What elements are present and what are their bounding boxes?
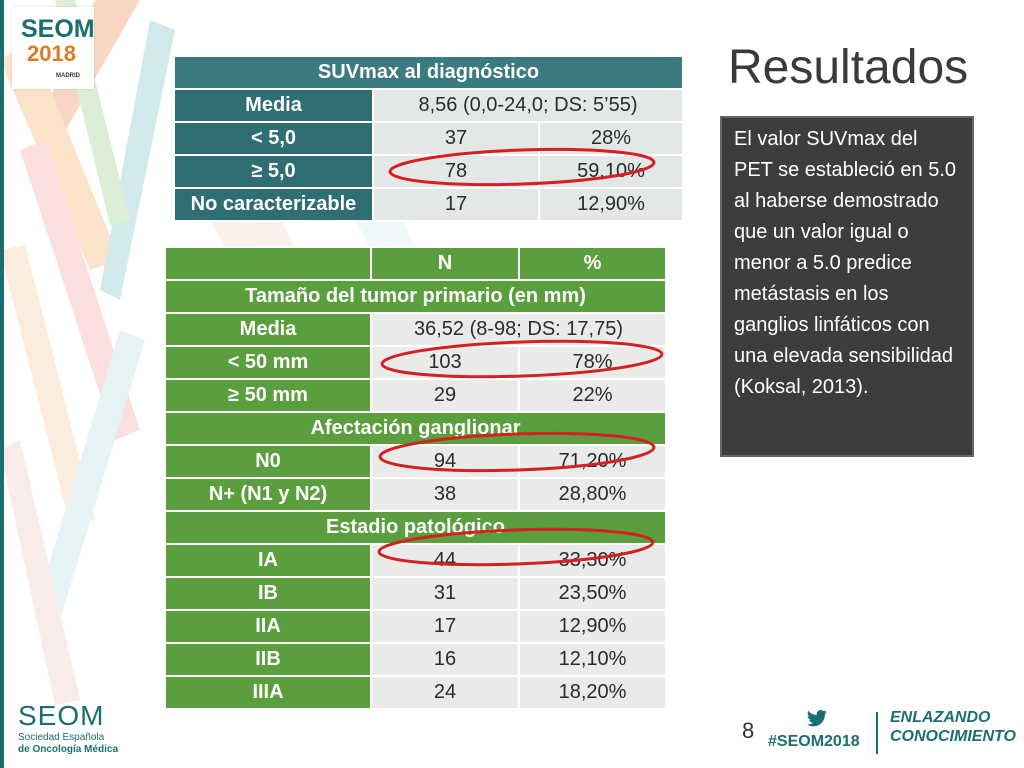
row-pct: 71,20% xyxy=(518,444,667,479)
logo-city-text: MADRID xyxy=(56,73,80,79)
table-row: IIB 16 12,10% xyxy=(164,642,667,677)
row-label: IA xyxy=(164,543,372,578)
logo-org-text: SEOM xyxy=(21,15,95,43)
table-row: < 5,0 37 28% xyxy=(173,121,684,156)
event-hashtag: #SEOM2018 xyxy=(768,733,860,750)
row-n: 44 xyxy=(370,543,520,578)
tumor-characteristics-table: N % Tamaño del tumor primario (en mm) Me… xyxy=(164,246,667,710)
seom-2018-logo: SEOM 2018 MADRID xyxy=(12,7,95,89)
row-label: Media xyxy=(164,312,372,347)
row-pct: 22% xyxy=(518,378,667,413)
row-n: 78 xyxy=(372,154,540,189)
row-pct: 28,80% xyxy=(518,477,667,512)
page-number: 8 xyxy=(742,718,755,743)
row-pct: 12,90% xyxy=(538,187,684,222)
row-n: 24 xyxy=(370,675,520,710)
table-row: Media 36,52 (8-98; DS: 17,75) xyxy=(164,312,667,347)
row-label: ≥ 5,0 xyxy=(173,154,374,189)
row-label: < 5,0 xyxy=(173,121,374,156)
row-n: 31 xyxy=(370,576,520,611)
footer-org-line2: de Oncología Médica xyxy=(18,744,119,755)
row-pct: 12,90% xyxy=(518,609,667,644)
row-n: 17 xyxy=(372,187,540,222)
row-n: 29 xyxy=(370,378,520,413)
row-label: No caracterizable xyxy=(173,187,374,222)
row-n: 38 xyxy=(370,477,520,512)
table-row: IA 44 33,30% xyxy=(164,543,667,578)
table-row: IB 31 23,50% xyxy=(164,576,667,611)
row-label: < 50 mm xyxy=(164,345,372,380)
column-header-pct: % xyxy=(518,246,667,281)
slogan-line-2: CONOCIMIENTO xyxy=(890,728,1016,745)
slide-title: Resultados xyxy=(728,41,969,94)
footer-seom-logo: SEOM Sociedad Española de Oncología Médi… xyxy=(18,700,118,756)
row-pct: 33,30% xyxy=(518,543,667,578)
section-row: Estadio patológico xyxy=(164,510,667,545)
row-value: 36,52 (8-98; DS: 17,75) xyxy=(370,312,667,347)
row-pct: 78% xyxy=(518,345,667,380)
table-row: < 50 mm 103 78% xyxy=(164,345,667,380)
footer-divider xyxy=(876,712,878,754)
row-label: ≥ 50 mm xyxy=(164,378,372,413)
footer-org-line1: Sociedad Española xyxy=(18,732,105,743)
table-row: No caracterizable 17 12,90% xyxy=(173,187,684,222)
footer-org-name: SEOM xyxy=(18,700,105,731)
row-label: Media xyxy=(173,88,374,123)
table-row: IIIA 24 18,20% xyxy=(164,675,667,710)
header-empty-cell xyxy=(164,246,372,281)
table-header-row: SUVmax al diagnóstico xyxy=(173,55,684,90)
row-n: 37 xyxy=(372,121,540,156)
row-label: N0 xyxy=(164,444,372,479)
row-label: IIB xyxy=(164,642,372,677)
table-row: ≥ 5,0 78 59,10% xyxy=(173,154,684,189)
suvmax-table-title: SUVmax al diagnóstico xyxy=(173,55,684,90)
table-header-row: N % xyxy=(164,246,667,281)
footer-slogan: ENLAZANDO CONOCIMIENTO xyxy=(890,708,1016,746)
section-title-tumor-size: Tamaño del tumor primario (en mm) xyxy=(164,279,667,314)
slogan-line-1: ENLAZANDO xyxy=(890,709,991,726)
row-n: 17 xyxy=(370,609,520,644)
row-value: 8,56 (0,0-24,0; DS: 5’55) xyxy=(372,88,684,123)
row-pct: 18,20% xyxy=(518,675,667,710)
row-label: IB xyxy=(164,576,372,611)
twitter-bird-icon xyxy=(806,710,828,727)
table-row: Media 8,56 (0,0-24,0; DS: 5’55) xyxy=(173,88,684,123)
row-n: 103 xyxy=(370,345,520,380)
column-header-n: N xyxy=(370,246,520,281)
row-pct: 23,50% xyxy=(518,576,667,611)
logo-year-text: 2018 xyxy=(27,41,76,66)
explanation-note: El valor SUVmax del PET se estableció en… xyxy=(720,116,974,457)
suvmax-table: SUVmax al diagnóstico Media 8,56 (0,0-24… xyxy=(173,55,684,222)
section-row: Tamaño del tumor primario (en mm) xyxy=(164,279,667,314)
row-pct: 28% xyxy=(538,121,684,156)
left-edge-bar xyxy=(0,0,4,768)
row-label: IIA xyxy=(164,609,372,644)
table-row: N+ (N1 y N2) 38 28,80% xyxy=(164,477,667,512)
table-row: N0 94 71,20% xyxy=(164,444,667,479)
table-row: ≥ 50 mm 29 22% xyxy=(164,378,667,413)
row-n: 16 xyxy=(370,642,520,677)
row-pct: 59,10% xyxy=(538,154,684,189)
row-n: 94 xyxy=(370,444,520,479)
row-label: IIIA xyxy=(164,675,372,710)
row-pct: 12,10% xyxy=(518,642,667,677)
section-title-nodal-involvement: Afectación ganglionar xyxy=(164,411,667,446)
table-row: IIA 17 12,90% xyxy=(164,609,667,644)
section-row: Afectación ganglionar xyxy=(164,411,667,446)
section-title-pathologic-stage: Estadio patológico xyxy=(164,510,667,545)
row-label: N+ (N1 y N2) xyxy=(164,477,372,512)
